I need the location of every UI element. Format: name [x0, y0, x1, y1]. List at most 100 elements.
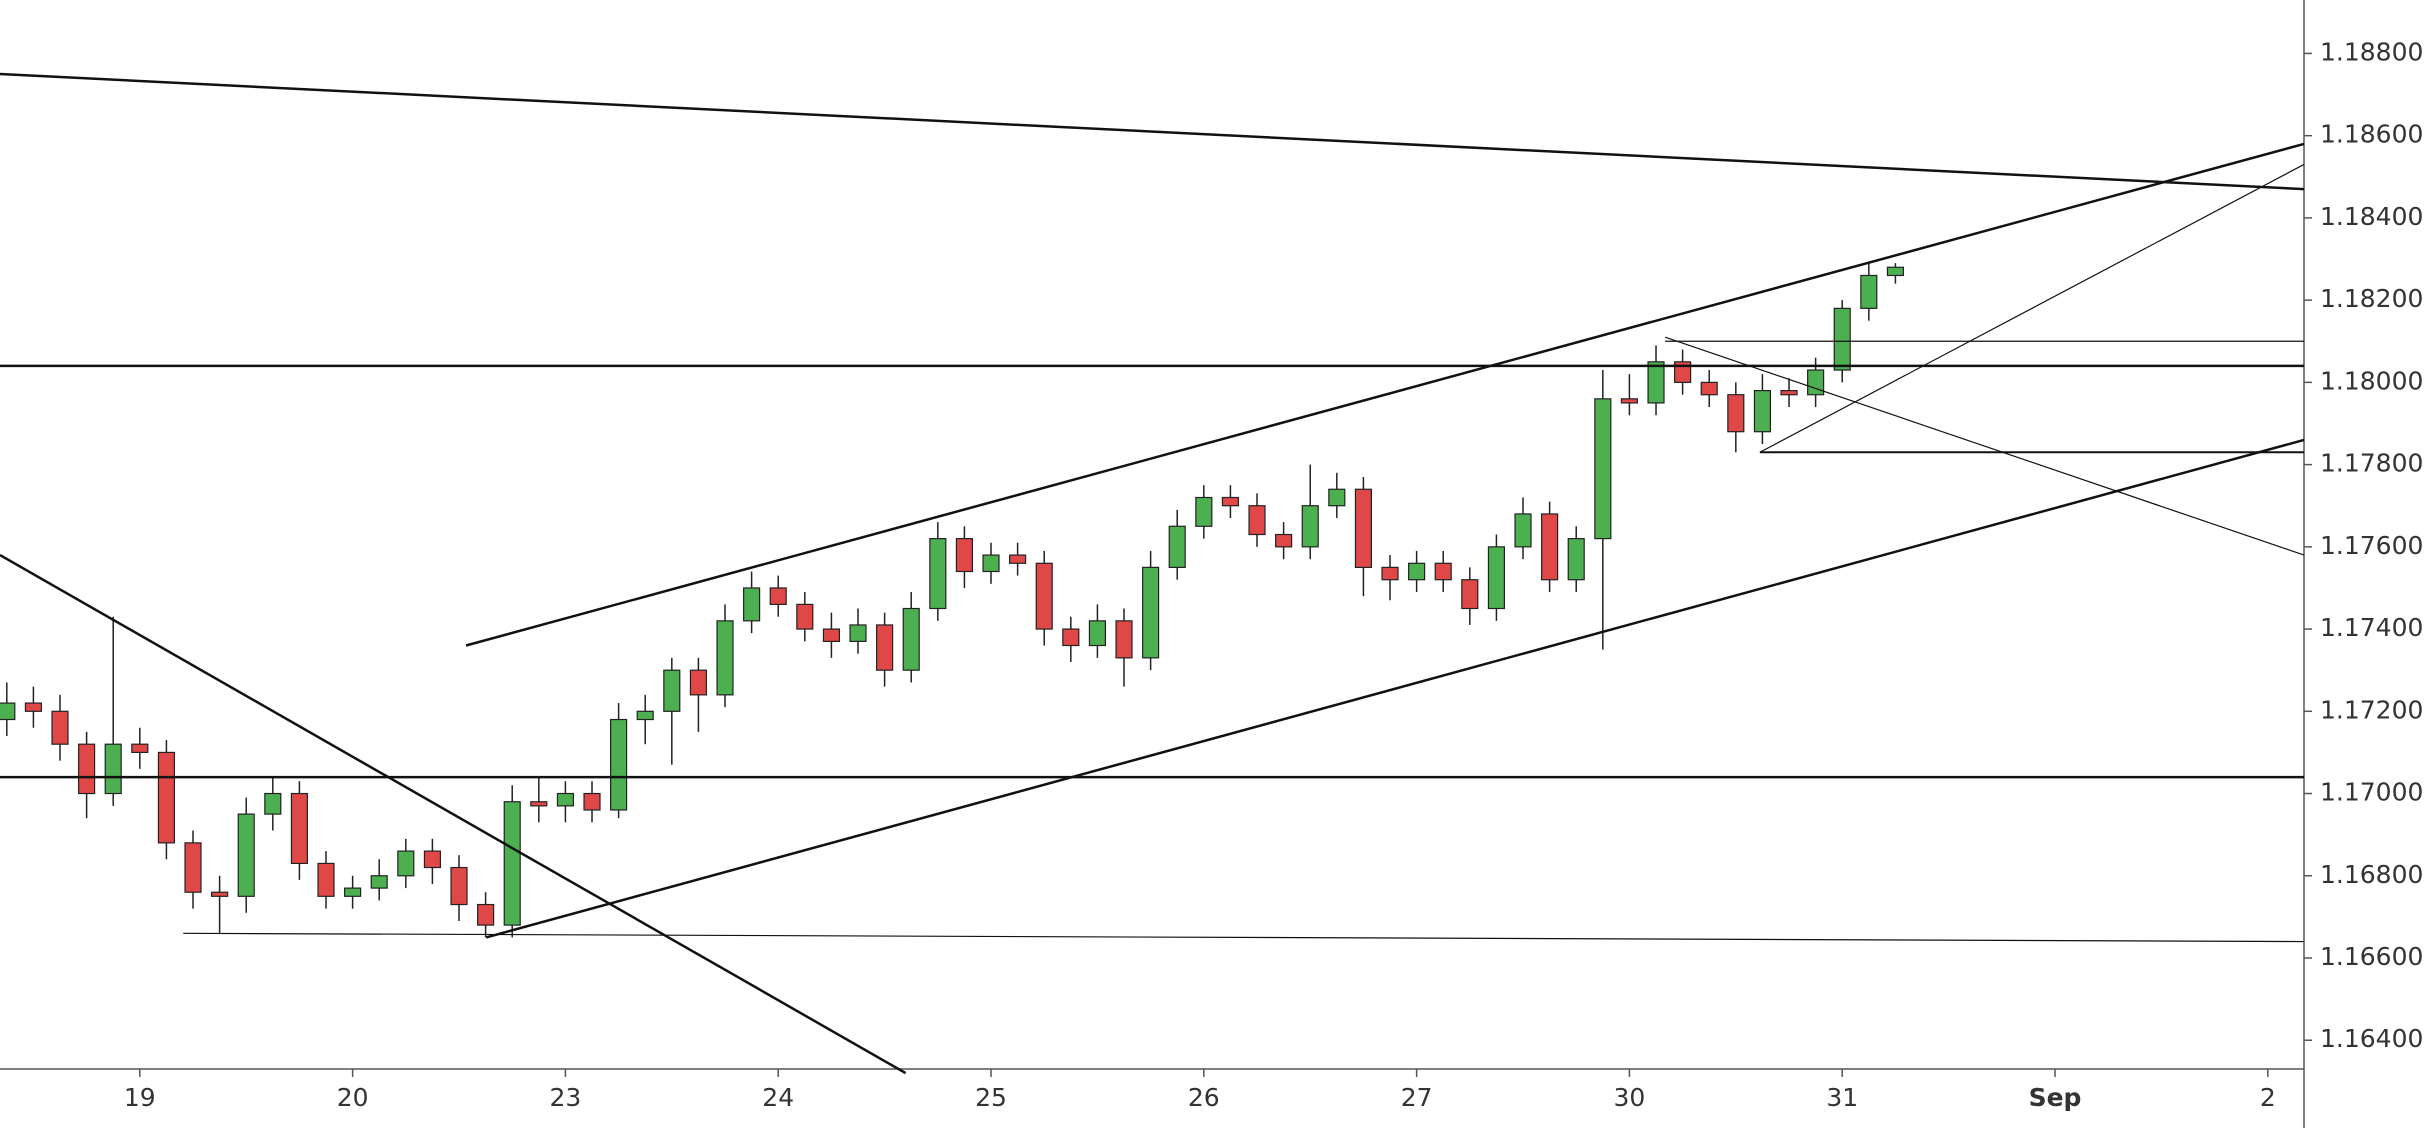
candle-body: [876, 624, 894, 671]
candle-body: [822, 628, 840, 642]
candle-body: [264, 792, 282, 815]
y-tick-label: 1.18000: [2320, 366, 2423, 395]
x-tick-label: Sep: [2029, 1083, 2082, 1112]
candle-body: [1833, 307, 1851, 371]
candle-body: [1514, 513, 1532, 548]
trend-line: [0, 553, 907, 1075]
y-tick-label: 1.16800: [2320, 860, 2423, 889]
candle-body: [636, 710, 654, 721]
candle-body: [1354, 488, 1372, 568]
candle-body: [0, 702, 16, 721]
candle-body: [1009, 554, 1027, 564]
trend-line: [183, 932, 2305, 943]
trend-line: [0, 72, 2305, 191]
x-tick-label: 23: [550, 1083, 582, 1112]
candle-body: [1248, 505, 1266, 536]
candle-body: [796, 603, 814, 630]
candle-body: [1487, 546, 1505, 610]
candle-body: [1780, 389, 1798, 396]
x-tick-label: 30: [1614, 1083, 1646, 1112]
candle-body: [689, 669, 707, 696]
candle-body: [1860, 274, 1878, 309]
candle-body: [556, 792, 574, 807]
candle-body: [1142, 566, 1160, 659]
x-tick-label: 24: [762, 1083, 794, 1112]
x-tick-label: 2: [2260, 1083, 2276, 1112]
candle-body: [716, 620, 734, 696]
candle-body: [1541, 513, 1559, 581]
candle-body: [1434, 562, 1452, 581]
candle-body: [1594, 398, 1612, 540]
candle-body: [503, 801, 521, 926]
candle-body: [1620, 398, 1638, 404]
y-tick-label: 1.18200: [2320, 284, 2423, 313]
x-tick-label: 20: [337, 1083, 369, 1112]
candle-body: [397, 850, 415, 877]
candle-body: [1301, 505, 1319, 548]
candle-body: [1115, 620, 1133, 659]
y-tick-label: 1.18800: [2320, 37, 2423, 66]
candle-body: [1062, 628, 1080, 647]
x-tick-label: 19: [124, 1083, 156, 1112]
candle-body: [78, 743, 96, 795]
y-tick-label: 1.18600: [2320, 120, 2423, 149]
candle-body: [929, 538, 947, 610]
candle-body: [450, 866, 468, 906]
candle-body: [583, 792, 601, 811]
y-tick-label: 1.17400: [2320, 613, 2423, 642]
candle-body: [290, 792, 308, 865]
candle-body: [1195, 496, 1213, 527]
candle-body: [1753, 389, 1772, 433]
candle-body: [1886, 266, 1905, 277]
candle-body: [184, 842, 202, 893]
candle-body: [317, 862, 335, 897]
x-tick-label: 31: [1826, 1083, 1858, 1112]
candle-body: [1647, 361, 1665, 404]
candle-body: [1275, 533, 1293, 548]
candle-body: [849, 624, 867, 643]
y-tick-label: 1.16400: [2320, 1024, 2423, 1053]
trend-line: [1664, 336, 2305, 556]
x-tick-label: 26: [1188, 1083, 1220, 1112]
y-tick-label: 1.17000: [2320, 778, 2423, 807]
trend-line: [465, 142, 2305, 647]
candle-body: [104, 743, 122, 795]
x-tick-label: 25: [975, 1083, 1007, 1112]
candle-body: [1567, 538, 1585, 581]
candle-body: [237, 813, 255, 897]
candle-body: [769, 587, 787, 605]
y-tick-label: 1.17200: [2320, 695, 2423, 724]
y-tick-label: 1.18400: [2320, 202, 2423, 231]
candle-body: [344, 887, 362, 897]
candle-body: [157, 751, 175, 844]
candle-body: [1727, 394, 1745, 433]
candle-body: [1168, 525, 1186, 568]
trend-line: [1759, 163, 2305, 453]
candle-body: [1381, 566, 1399, 581]
candle-body: [211, 891, 229, 897]
candle-body: [1408, 562, 1426, 581]
candle-body: [1807, 369, 1825, 396]
candle-body: [51, 710, 69, 745]
candle-body: [423, 850, 441, 869]
x-tick-label: 27: [1401, 1083, 1433, 1112]
candle-body: [1461, 579, 1479, 610]
candle-body: [24, 702, 42, 712]
y-tick-label: 1.17600: [2320, 531, 2423, 560]
candle-body: [982, 554, 1000, 573]
candle-body: [743, 587, 761, 622]
candle-body: [663, 669, 681, 712]
trend-line: [485, 438, 2305, 939]
y-tick-label: 1.16600: [2320, 942, 2423, 971]
candle-body: [1328, 488, 1346, 507]
candle-body: [902, 607, 920, 671]
candle-body: [955, 538, 973, 573]
candle-body: [610, 718, 628, 811]
candle-body: [370, 875, 388, 889]
candle-body: [1221, 496, 1239, 507]
candle-body: [477, 903, 495, 926]
y-tick-label: 1.17800: [2320, 449, 2423, 478]
